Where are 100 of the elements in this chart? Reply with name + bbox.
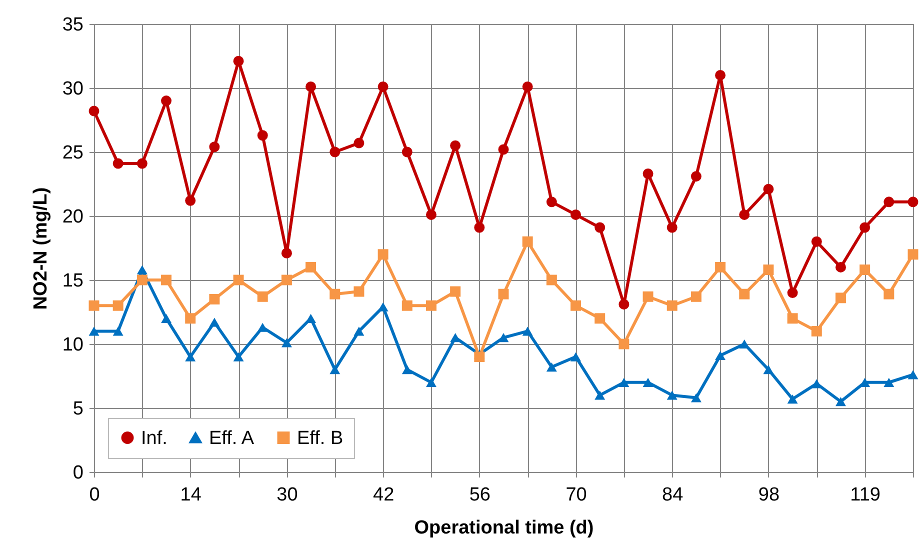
point <box>522 326 533 336</box>
point <box>594 390 606 400</box>
point <box>787 313 798 324</box>
point <box>666 390 678 400</box>
point <box>908 249 918 260</box>
point <box>715 262 726 272</box>
point <box>281 338 292 348</box>
point <box>354 138 364 148</box>
point <box>908 196 918 208</box>
x-tick-label: 70 <box>566 484 587 506</box>
point <box>209 294 220 304</box>
point <box>330 365 340 374</box>
x-tick-label: 42 <box>372 484 394 506</box>
point <box>739 288 750 300</box>
point <box>402 365 412 374</box>
point <box>378 302 388 312</box>
point <box>763 264 774 276</box>
point <box>233 274 244 286</box>
point <box>257 291 268 302</box>
point <box>88 106 100 116</box>
point <box>787 394 798 404</box>
point <box>594 222 606 233</box>
point <box>306 262 316 272</box>
y-tick-label: 20 <box>62 206 84 228</box>
point <box>618 378 630 387</box>
point <box>426 209 436 220</box>
point <box>522 81 533 92</box>
point <box>88 326 100 336</box>
point <box>474 352 485 362</box>
point <box>330 288 340 300</box>
point <box>715 350 726 360</box>
point <box>884 196 894 208</box>
point <box>908 370 918 380</box>
point <box>666 300 678 311</box>
y-tick-label: 5 <box>72 398 84 420</box>
x-tick-label: 119 <box>850 484 880 506</box>
x-tick-label: 84 <box>662 484 684 506</box>
point <box>860 264 870 276</box>
point <box>811 236 822 247</box>
legend-label: Inf. <box>141 428 168 449</box>
point <box>136 274 148 286</box>
point <box>835 397 846 406</box>
point <box>281 274 292 286</box>
y-tick-label: 0 <box>72 462 84 484</box>
point <box>112 158 124 169</box>
point <box>450 140 461 151</box>
point <box>281 248 292 258</box>
point <box>570 352 582 362</box>
point <box>233 352 244 362</box>
point <box>136 265 148 274</box>
legend-label: Eff. A <box>209 428 254 449</box>
point <box>257 322 268 332</box>
point <box>161 96 172 106</box>
point <box>570 209 582 220</box>
x-tick-label: 30 <box>276 484 298 506</box>
point <box>354 286 364 297</box>
point <box>112 326 124 336</box>
y-tick-label: 15 <box>62 270 84 292</box>
y-tick-label: 10 <box>62 334 84 356</box>
legend-label: Eff. B <box>297 428 344 449</box>
point <box>257 130 268 141</box>
point <box>546 362 557 372</box>
y-tick-label: 25 <box>62 142 84 164</box>
x-tick-label: 56 <box>469 484 490 506</box>
point <box>474 222 485 233</box>
point <box>185 352 196 362</box>
x-tick-label: 98 <box>758 484 780 506</box>
point <box>763 184 774 194</box>
point <box>306 81 316 92</box>
point <box>522 236 533 247</box>
point <box>739 339 750 349</box>
point <box>426 300 436 311</box>
point <box>715 70 726 80</box>
point <box>233 56 244 66</box>
point <box>739 209 750 220</box>
point <box>642 291 654 302</box>
point <box>209 318 220 327</box>
point <box>884 378 894 387</box>
point <box>884 288 894 300</box>
point <box>161 274 172 286</box>
point <box>185 313 196 324</box>
point <box>835 292 846 304</box>
point <box>402 146 412 158</box>
point <box>860 222 870 233</box>
point <box>763 365 774 374</box>
point <box>112 300 124 311</box>
point <box>835 262 846 272</box>
point <box>546 274 557 286</box>
x-tick-label: 14 <box>180 484 202 506</box>
point <box>161 314 172 323</box>
point <box>185 195 196 206</box>
point <box>378 81 388 92</box>
point <box>787 288 798 298</box>
point <box>666 222 678 233</box>
point <box>88 300 100 311</box>
point <box>498 333 509 342</box>
point <box>209 142 220 152</box>
point <box>570 300 582 311</box>
point <box>450 333 461 342</box>
point <box>306 314 316 323</box>
